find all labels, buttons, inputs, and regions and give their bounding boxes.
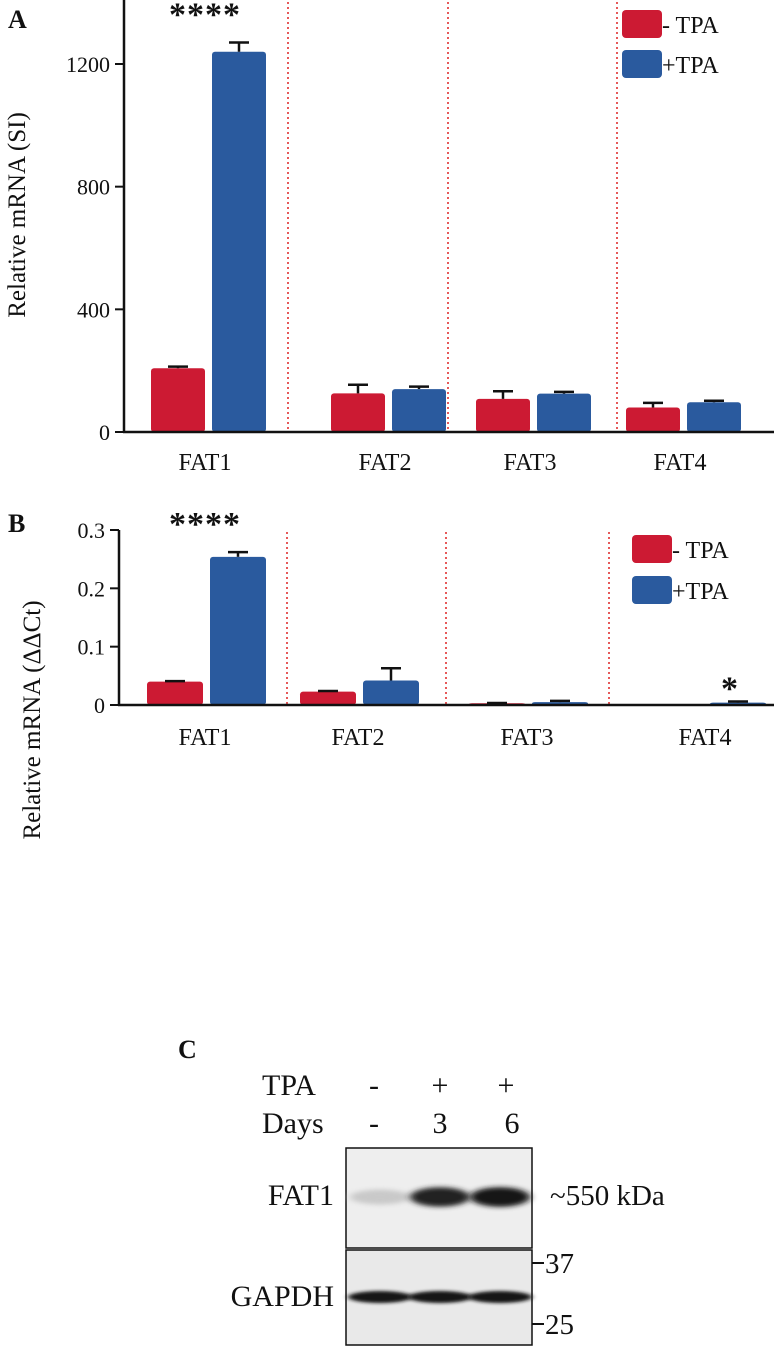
blot-row-fat1-label: FAT1 [268, 1179, 334, 1212]
panel-b-axes [117, 530, 774, 707]
panel-b-category-fat2: FAT2 [332, 725, 385, 751]
bar-b-tpa-fat2 [363, 680, 419, 705]
bar-a-tpa-fat3 [476, 398, 530, 432]
marker-25-label: 25 [545, 1309, 574, 1341]
marker-37-label: 37 [545, 1248, 574, 1280]
panel-a-significance-0: **** [169, 0, 241, 34]
panel-a-ytick-label-1: 400 [77, 297, 110, 322]
panel-a-category-fat4: FAT4 [654, 450, 707, 476]
bar-a-tpa-fat2 [392, 389, 446, 432]
panel-b-annotations: ***** [169, 506, 739, 708]
panel-a-ytick-label-3: 1200 [66, 52, 110, 77]
gapdh-bands [348, 1291, 532, 1303]
gapdh-band-lane-1 [348, 1291, 412, 1303]
legend-label-b-0: - TPA [672, 538, 729, 564]
legend-label-b-1: +TPA [672, 579, 729, 605]
fat1-band-lane-3 [470, 1187, 530, 1207]
panel-c: C TPA - + + Days - 3 6 FAT1 ~550 kDa GAP… [178, 1035, 665, 1346]
legend-label-a-1: +TPA [662, 53, 719, 79]
fat1-band-lane-2 [410, 1187, 470, 1207]
panel-b-legend: - TPA +TPA [632, 535, 729, 605]
blot-row-gapdh-label: GAPDH [231, 1280, 334, 1313]
blot-header-days-lane-3: 6 [505, 1107, 520, 1140]
panel-b-ytick-label-2: 0.2 [78, 576, 106, 601]
blot-header-tpa-lane-2: + [432, 1069, 449, 1102]
bar-a-tpa-fat1 [151, 368, 205, 432]
blot-fat1-size-label: ~550 kDa [550, 1180, 665, 1212]
blot-header-tpa-label: TPA [262, 1069, 316, 1102]
panel-b: B Relative mRNA (ΔΔCt) 00.10.20.3 FAT1 FA… [8, 506, 774, 840]
panel-a-letter: A [8, 5, 27, 34]
blot-header-days-lane-2: 3 [433, 1107, 448, 1140]
panel-b-ytick-label-3: 0.3 [78, 518, 106, 543]
fat1-band-lane-1 [350, 1189, 410, 1205]
panel-a-y-axis-label: Relative mRNA (SI) [4, 112, 31, 318]
bar-b-tpa-fat1 [210, 556, 266, 705]
panel-a-category-fat1: FAT1 [179, 450, 232, 476]
bar-a-tpa-fat4 [687, 402, 741, 432]
legend-swatch-b-0 [632, 535, 672, 563]
panel-b-significance-0: **** [169, 506, 241, 543]
bar-a-tpa-fat4 [626, 407, 680, 432]
panel-a-categories: FAT1 FAT2 FAT3 FAT4 [179, 450, 707, 476]
panel-b-category-fat4: FAT4 [679, 725, 732, 751]
panel-a-legend: - TPA +TPA [622, 10, 719, 79]
blot-header-days-label: Days [262, 1107, 324, 1140]
panel-b-y-axis-label: Relative mRNA (ΔΔCt) [19, 600, 46, 839]
blot-header-tpa-lane-1: - [369, 1069, 379, 1102]
blot-header-tpa-lane-3: + [498, 1069, 515, 1102]
panel-b-category-fat3: FAT3 [501, 725, 554, 751]
blot-header-days-lane-1: - [369, 1107, 379, 1140]
panel-a-ytick-label-2: 800 [77, 175, 110, 200]
legend-label-a-0: - TPA [662, 13, 719, 39]
panel-a-y-ticks: 0 400 800 1200 [66, 52, 124, 445]
legend-swatch-b-1 [632, 576, 672, 604]
panel-a-bars [151, 41, 741, 432]
panel-a-separators [287, 2, 618, 432]
panel-b-separators [286, 532, 610, 705]
gapdh-band-lane-2 [408, 1291, 472, 1303]
bar-a-tpa-fat2 [331, 393, 385, 432]
fat1-bands [350, 1187, 530, 1207]
panel-b-ytick-label-1: 0.1 [78, 635, 106, 660]
panel-a-annotations: **** [169, 0, 241, 34]
panel-a-ytick-label-0: 0 [99, 420, 110, 445]
bar-b-tpa-fat1 [147, 681, 203, 705]
bar-b-tpa-fat2 [300, 691, 356, 705]
panel-b-y-ticks: 0 0.1 0.2 0.3 [78, 518, 119, 718]
panel-b-categories: FAT1 FAT2 FAT3 FAT4 [179, 725, 732, 751]
panel-b-significance-1: * [721, 671, 739, 708]
panel-a-axes [122, 0, 774, 434]
panel-a-category-fat3: FAT3 [504, 450, 557, 476]
legend-swatch-a-0 [622, 10, 662, 38]
bar-a-tpa-fat1 [212, 51, 266, 432]
legend-swatch-a-1 [622, 50, 662, 78]
panel-c-letter: C [178, 1035, 197, 1064]
panel-b-category-fat1: FAT1 [179, 725, 232, 751]
panel-b-ytick-label-0: 0 [94, 693, 105, 718]
panel-b-bars [147, 550, 766, 705]
panel-b-letter: B [8, 509, 25, 538]
panel-a-category-fat2: FAT2 [359, 450, 412, 476]
bar-a-tpa-fat3 [537, 393, 591, 432]
gapdh-band-lane-3 [468, 1291, 532, 1303]
